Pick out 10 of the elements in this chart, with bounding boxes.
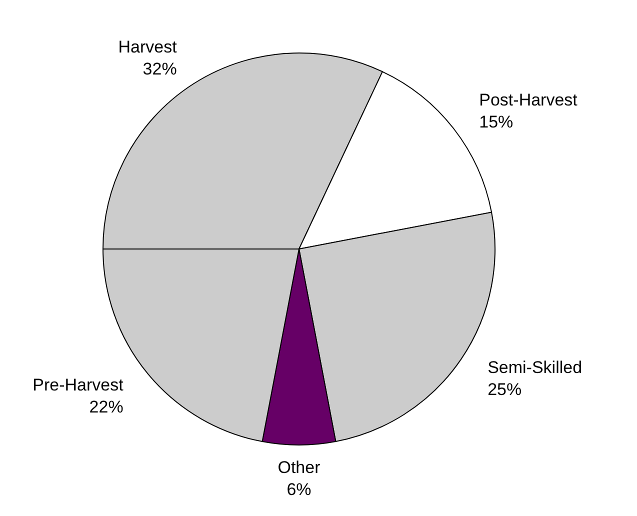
data-label: 15%	[479, 112, 514, 132]
data-label: 25%	[488, 380, 522, 400]
slice-label: Post-Harvest	[479, 90, 578, 110]
slice-label: Pre-Harvest	[32, 375, 124, 394]
slice-label: Semi-Skilled	[488, 358, 582, 378]
data-label: 32%	[142, 59, 177, 78]
slice-label: Harvest	[118, 37, 178, 56]
data-label: 6%	[286, 480, 312, 499]
data-label: 22%	[89, 397, 124, 416]
slice-label: Other	[278, 458, 321, 477]
